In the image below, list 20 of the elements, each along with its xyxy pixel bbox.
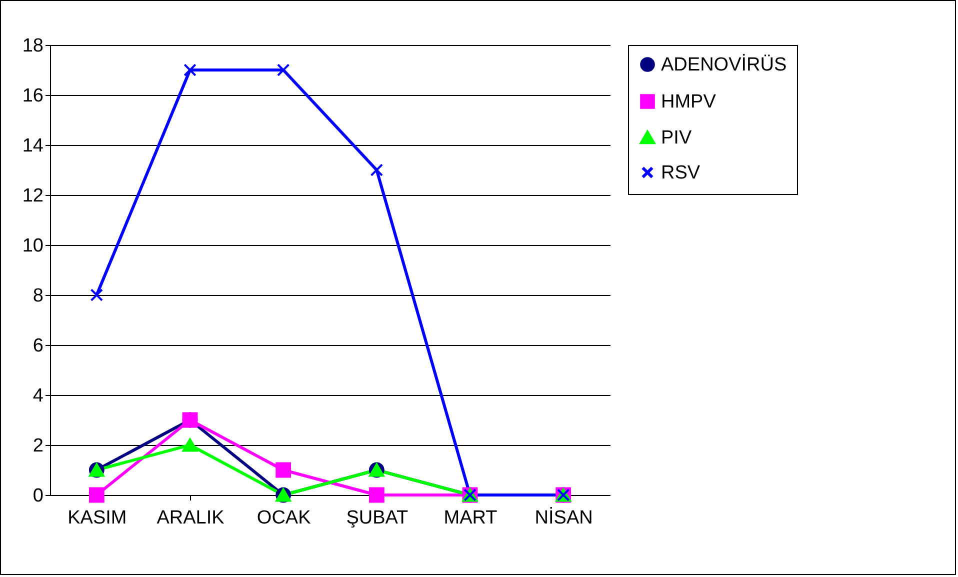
x-tick-label: ARALIK: [156, 508, 225, 528]
x-tick-label: ŞUBAT: [346, 508, 409, 528]
y-tick-label: 6: [32, 336, 44, 356]
x-tick-label: KASIM: [68, 508, 127, 528]
x-tick-label: OCAK: [256, 508, 312, 528]
y-tick-label: 14: [22, 136, 44, 156]
y-tick-label: 4: [32, 386, 44, 406]
y-tick-label: 2: [32, 436, 44, 456]
y-tick-label: 10: [22, 236, 44, 256]
y-tick-label: 16: [22, 86, 44, 106]
legend-label: PIV: [661, 128, 692, 148]
legend-label: HMPV: [661, 92, 716, 112]
y-tick-label: 0: [32, 486, 44, 506]
x-tick-label: MART: [444, 508, 498, 528]
y-tick-label: 12: [22, 186, 44, 206]
x-tick-label: NİSAN: [534, 506, 593, 528]
y-tick-label: 18: [22, 36, 44, 56]
legend-label: ADENOVİRÜS: [661, 54, 787, 76]
y-tick-label: 8: [32, 286, 44, 306]
legend-label: RSV: [661, 162, 700, 184]
